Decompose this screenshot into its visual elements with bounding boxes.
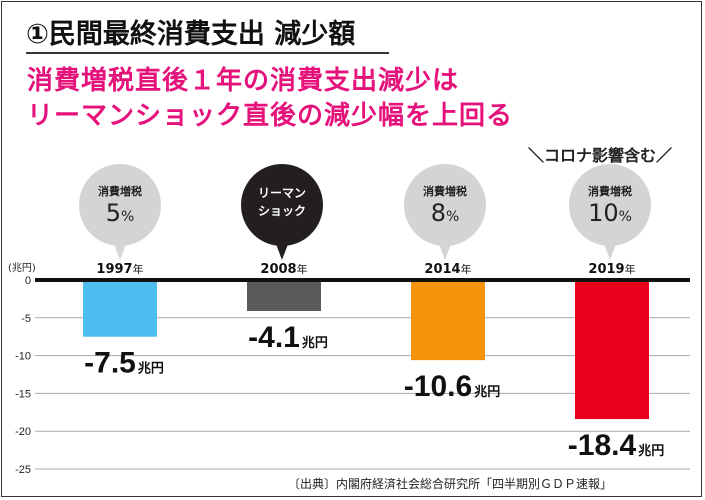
value-label: -18.4 兆円	[568, 429, 664, 462]
value-label: -7.5 兆円	[84, 347, 164, 380]
bar-1997	[83, 280, 157, 337]
title-underline	[26, 52, 389, 54]
year-label-2008: 2008年	[260, 262, 308, 277]
value-unit: 兆円	[638, 443, 664, 458]
corona-annotation: ＼コロナ影響含む／	[528, 146, 673, 165]
y-tick-label: -25	[15, 464, 31, 476]
bubble-label-2: ショック	[257, 204, 306, 218]
percent-sign: %	[120, 209, 135, 225]
value-label: -10.6 兆円	[404, 370, 500, 403]
bar-2008	[247, 280, 321, 311]
value-number: -7.5	[84, 347, 136, 380]
value-number: -18.4	[568, 429, 637, 462]
y-tick-label: -10	[15, 351, 31, 363]
value-unit: 兆円	[474, 384, 500, 399]
year-label-1997: 1997年	[96, 262, 144, 277]
y-tick-label: -5	[21, 313, 31, 325]
bar-2019	[575, 280, 649, 420]
value-label: -4.1 兆円	[248, 321, 328, 354]
bubble-label: 消費増税	[588, 185, 632, 198]
value-unit: 兆円	[138, 361, 164, 376]
year-label-2019: 2019年	[588, 262, 636, 277]
chart-title: ①民間最終消費支出 減少額	[26, 19, 356, 50]
bubble-label: リーマン	[257, 186, 306, 200]
bubble-label: 消費増税	[98, 185, 142, 198]
subtitle-line-1: 消費増税直後１年の消費支出減少は	[27, 66, 460, 96]
year-label-2014: 2014年	[424, 262, 472, 277]
y-tick-label: 0	[25, 275, 31, 287]
bubble-1997: 消費増税 5%	[79, 164, 161, 260]
percent-sign: %	[445, 209, 460, 225]
bubble-2019: 消費増税 10%	[569, 164, 651, 260]
bubble-label: 消費増税	[423, 185, 467, 198]
bubble-2008: リーマン ショック	[241, 164, 323, 260]
source-citation: 〔出典〕内閣府経済社会総合研究所「四半期別ＧＤＰ速報」	[288, 477, 613, 491]
bubble-2014: 消費増税 8%	[404, 164, 486, 260]
percent-sign: %	[618, 209, 632, 225]
bar-2014	[411, 280, 485, 361]
y-tick-label: -15	[15, 388, 31, 400]
value-number: -10.6	[404, 370, 472, 403]
subtitle-line-2: リーマンショック直後の減少幅を上回る	[27, 101, 514, 131]
value-number: -4.1	[248, 321, 300, 354]
bubble-tax-rate: 10	[588, 199, 619, 227]
bubble-tax-rate: 5	[105, 199, 121, 227]
bubble-tax-rate: 8	[430, 199, 446, 227]
y-axis-unit-label: (兆円)	[8, 263, 36, 274]
y-tick-label: -20	[15, 426, 31, 438]
value-unit: 兆円	[302, 335, 328, 350]
